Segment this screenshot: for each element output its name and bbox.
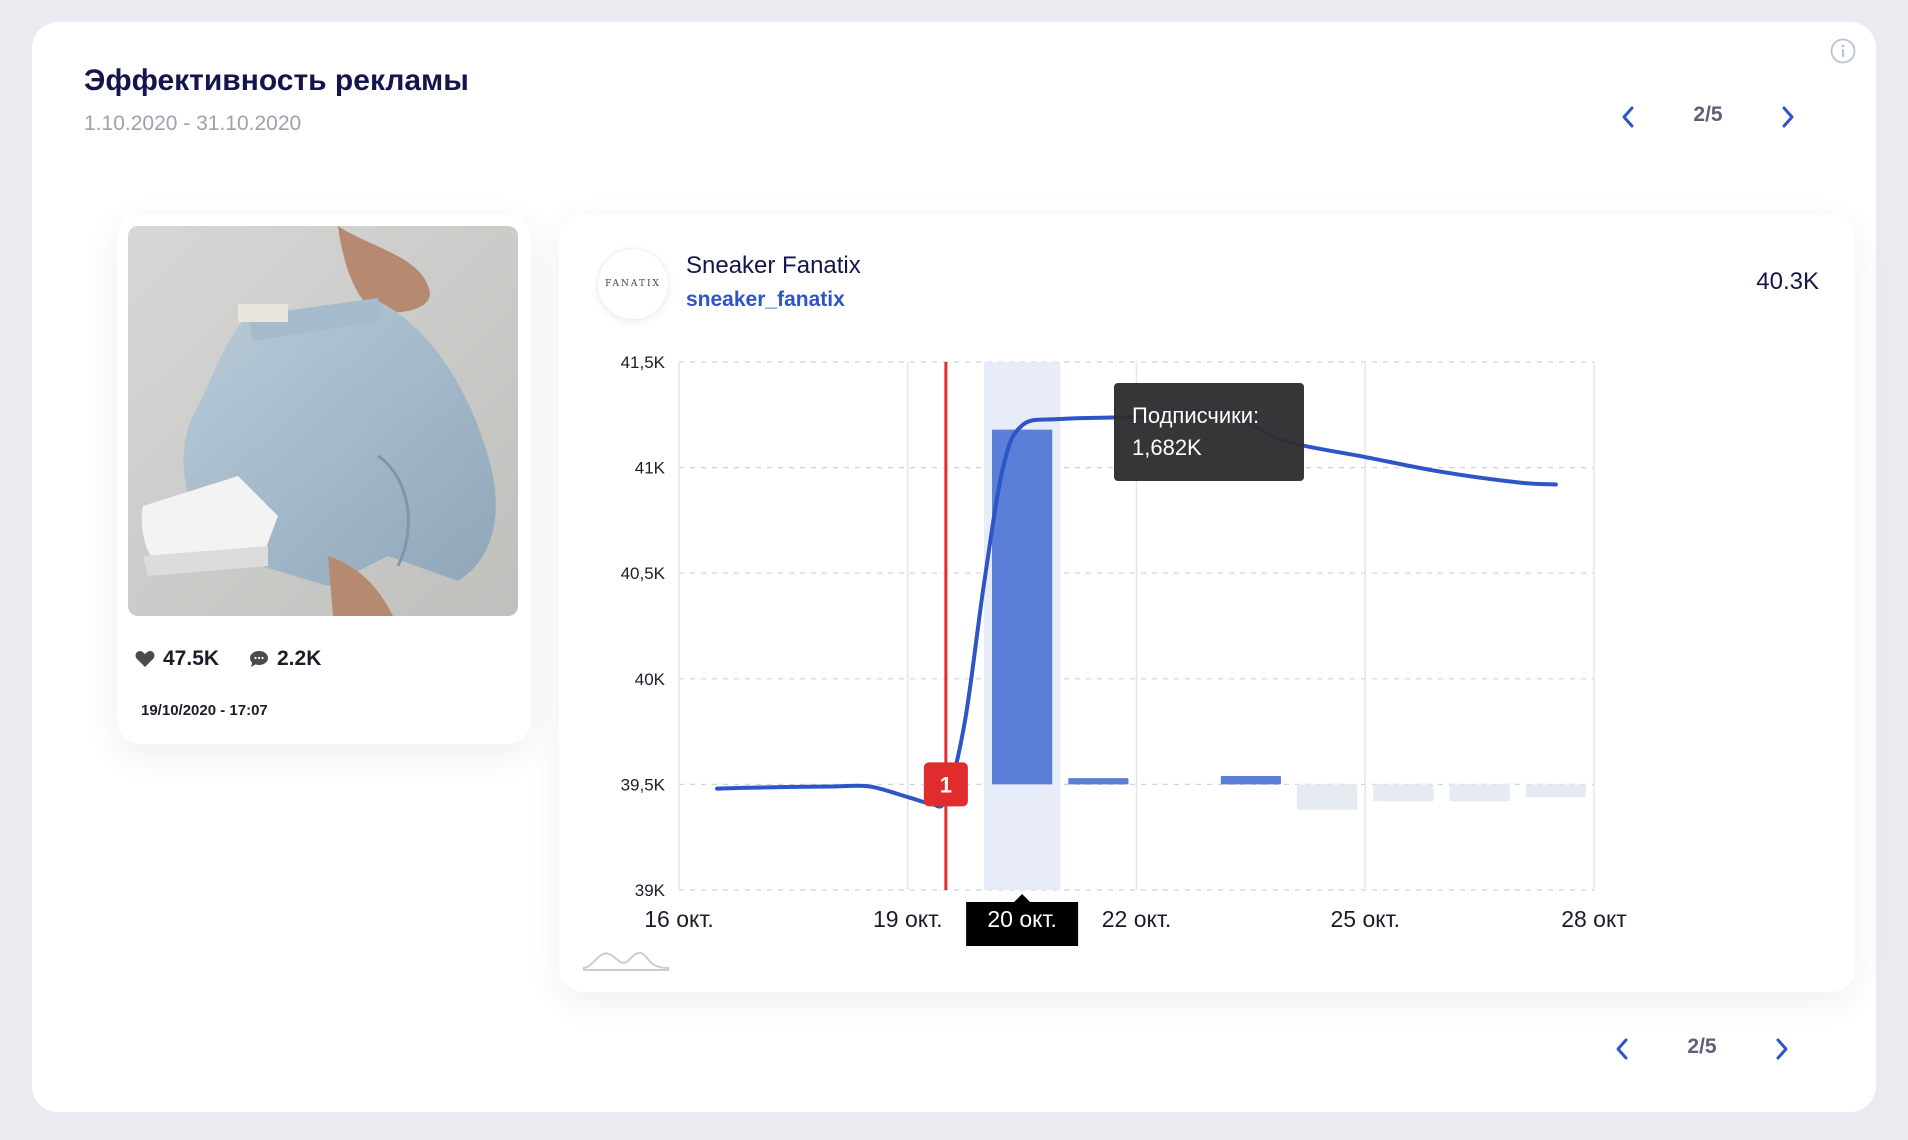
avatar-logo: FANATIX [605, 279, 661, 289]
prev-page-button-bottom[interactable] [1602, 1029, 1642, 1069]
info-icon[interactable] [1830, 38, 1856, 64]
chevron-right-icon [1776, 1038, 1788, 1060]
chart-bar [1068, 778, 1129, 785]
chart-bar [1220, 775, 1281, 785]
pager-bottom: 2/5 [1602, 1029, 1802, 1069]
x-tick-label: 16 окт. [644, 906, 713, 932]
minimap-icon [582, 952, 670, 971]
y-tick-label: 41K [635, 459, 666, 478]
chevron-left-icon [1616, 1038, 1628, 1060]
x-tick-highlight-box [966, 902, 1079, 946]
chevron-right-icon [1782, 106, 1794, 128]
likes-stat: 47.5K [135, 647, 219, 671]
chart-bar [1525, 784, 1586, 798]
chart-grid [678, 361, 1595, 891]
x-tick-label: 28 окт [1561, 906, 1627, 932]
comments-count: 2.2K [277, 647, 322, 670]
marker-label: 1 [940, 772, 952, 797]
marker-badge [923, 762, 968, 807]
chart-bar [1297, 784, 1358, 810]
post-image[interactable] [128, 226, 518, 616]
page-indicator: 2/5 [1693, 103, 1723, 126]
y-tick-label: 40K [635, 670, 666, 689]
y-tick-label: 40,5K [621, 564, 666, 583]
chart-marker: 1 [923, 362, 968, 890]
followers-chart[interactable]: 1 41,5K 41K 40,5K 40K 39,5K 39K 16 окт. 19 окт… [559, 214, 1855, 992]
pager-top: 2/5 [1608, 97, 1808, 137]
x-tick-label: 19 окт. [873, 906, 942, 932]
y-tick-label: 41,5K [621, 353, 666, 372]
account-handle-link[interactable]: sneaker_fanatix [686, 288, 845, 311]
chart-bar [992, 429, 1053, 785]
account-name: Sneaker Fanatix [686, 252, 861, 279]
x-tick-pointer [1012, 894, 1033, 904]
likes-count: 47.5K [163, 647, 220, 670]
page-indicator-bottom: 2/5 [1687, 1035, 1717, 1058]
date-range: 1.10.2020 - 31.10.2020 [84, 112, 302, 135]
x-tick-label: 25 окт. [1331, 906, 1400, 932]
account-chart-card: FANATIX Sneaker Fanatix sneaker_fanatix … [559, 214, 1855, 992]
chart-line [715, 410, 1558, 809]
chart-bars [992, 429, 1586, 810]
y-axis-ticks: 41,5K 41K 40,5K 40K 39,5K 39K [621, 353, 666, 900]
post-date: 19/10/2020 - 17:07 [141, 702, 268, 719]
tooltip-box [1114, 383, 1304, 481]
x-tick-label-highlighted: 20 окт. [987, 906, 1056, 932]
next-page-button[interactable] [1768, 97, 1808, 137]
next-page-button-bottom[interactable] [1762, 1029, 1802, 1069]
chart-bar [1449, 784, 1510, 802]
series-line-followers [715, 410, 1558, 809]
heart-icon [135, 651, 155, 667]
chevron-left-icon [1622, 106, 1634, 128]
tooltip-title: Подписчики: [1132, 403, 1259, 428]
chart-bar [1373, 784, 1434, 802]
avatar[interactable]: FANATIX [597, 248, 669, 320]
prev-page-button[interactable] [1608, 97, 1648, 137]
x-tick-label: 22 окт. [1102, 906, 1171, 932]
x-axis-ticks: 16 окт. 19 окт. 20 окт. 22 окт. 25 окт. 28 ок… [644, 894, 1627, 946]
post-card[interactable]: 47.5K 2.2K 19/10/2020 - 17:07 [117, 214, 531, 744]
y-tick-label: 39K [635, 881, 666, 900]
y-tick-label: 39,5K [621, 775, 666, 794]
followers-total: 40.3K [1756, 268, 1819, 295]
page-title: Эффективность рекламы [84, 64, 469, 97]
comments-stat: 2.2K [249, 647, 321, 671]
chart-tooltip: Подписчики: 1,682K [1114, 383, 1304, 481]
comment-icon [250, 651, 268, 667]
ad-effectiveness-panel: Эффективность рекламы 1.10.2020 - 31.10.… [32, 22, 1876, 1112]
tooltip-value: 1,682K [1132, 435, 1202, 460]
